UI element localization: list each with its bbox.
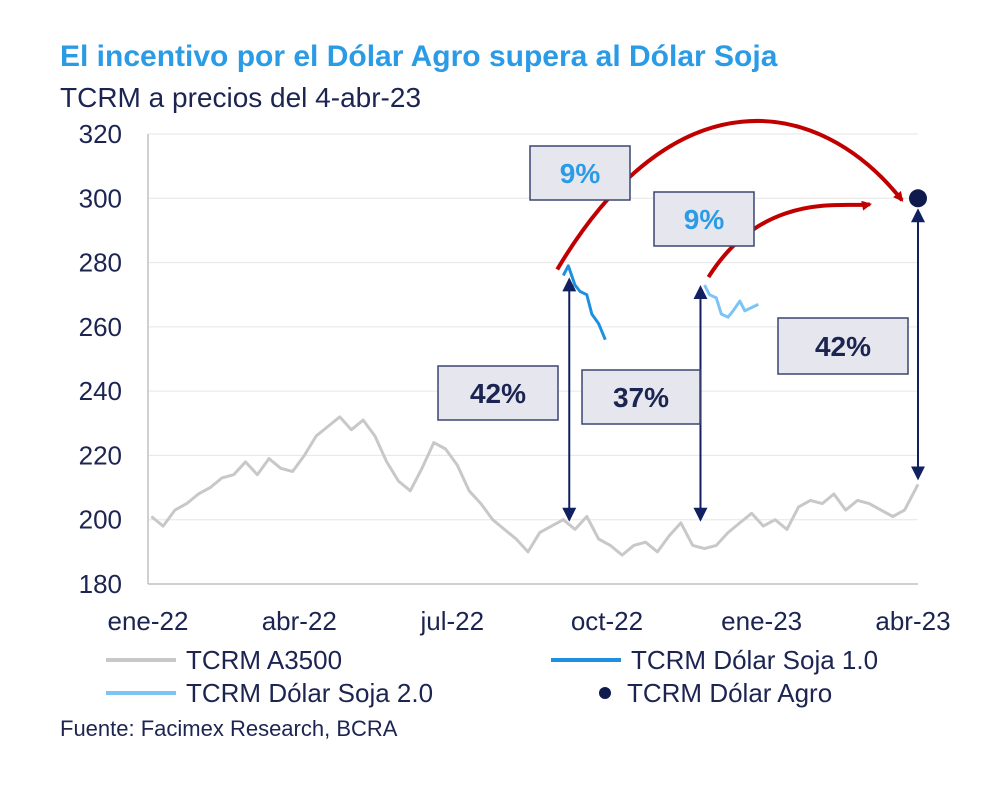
annotation-box-2 (437, 365, 559, 421)
legend-item-soja2: TCRM Dólar Soja 2.0 (106, 678, 433, 708)
legend-label-a3500: TCRM A3500 (186, 644, 343, 675)
x-tick-label-jul-22: jul-22 (420, 606, 485, 636)
y-tick-label-320: 320 (79, 119, 122, 149)
chart-title: El incentivo por el Dólar Agro supera al… (60, 40, 778, 73)
point-dolar-agro (909, 189, 927, 208)
x-tick-label-oct-22: oct-22 (571, 606, 643, 636)
legend-item-agro: TCRM Dólar Agro (551, 678, 832, 708)
y-tick-label-260: 260 (79, 312, 122, 342)
arrow-soja2-to-agro (706, 200, 872, 279)
annotation-box-0 (529, 145, 631, 201)
legend-line-a3500 (106, 658, 176, 662)
x-tick-label-abr-22: abr-22 (262, 606, 337, 636)
annotation-label-1: 9% (684, 204, 725, 235)
x-tick-label-ene-22: ene-22 (108, 606, 189, 636)
chart-subtitle: TCRM a precios del 4-abr-23 (60, 82, 422, 113)
legend-line-soja1 (551, 658, 621, 662)
series-line-soja1 (561, 264, 607, 341)
x-tick-label-abr-23: abr-23 (875, 606, 950, 636)
y-tick-label-280: 280 (79, 248, 122, 278)
y-tick-label-300: 300 (79, 183, 122, 213)
legend-label-soja1: TCRM Dólar Soja 1.0 (631, 644, 879, 675)
legend-dot-agro (599, 687, 611, 699)
y-tick-label-240: 240 (79, 376, 122, 406)
series-line-soja2 (703, 284, 759, 319)
annotation-label-2: 42% (470, 378, 526, 409)
annotation-label-4: 42% (815, 331, 871, 362)
source-note: Fuente: Facimex Research, BCRA (60, 716, 398, 741)
annotation-label-0: 9% (560, 158, 601, 189)
x-tick-label-ene-23: ene-23 (721, 606, 802, 636)
annotation-label-3: 37% (613, 382, 669, 413)
y-tick-label-180: 180 (79, 569, 122, 599)
legend-item-soja1: TCRM Dólar Soja 1.0 (551, 645, 878, 675)
legend-label-agro: TCRM Dólar Agro (627, 677, 833, 708)
series-line-a3500 (150, 415, 920, 557)
legend-label-soja2: TCRM Dólar Soja 2.0 (186, 677, 434, 708)
annotation-box-4 (777, 317, 909, 375)
legend-item-a3500: TCRM A3500 (106, 645, 342, 675)
legend-line-soja2 (106, 691, 176, 695)
y-tick-label-200: 200 (79, 505, 122, 535)
annotation-box-3 (581, 369, 701, 425)
annotation-box-1 (653, 191, 755, 247)
arrow-soja1-to-agro (555, 119, 904, 271)
y-tick-label-220: 220 (79, 440, 122, 470)
